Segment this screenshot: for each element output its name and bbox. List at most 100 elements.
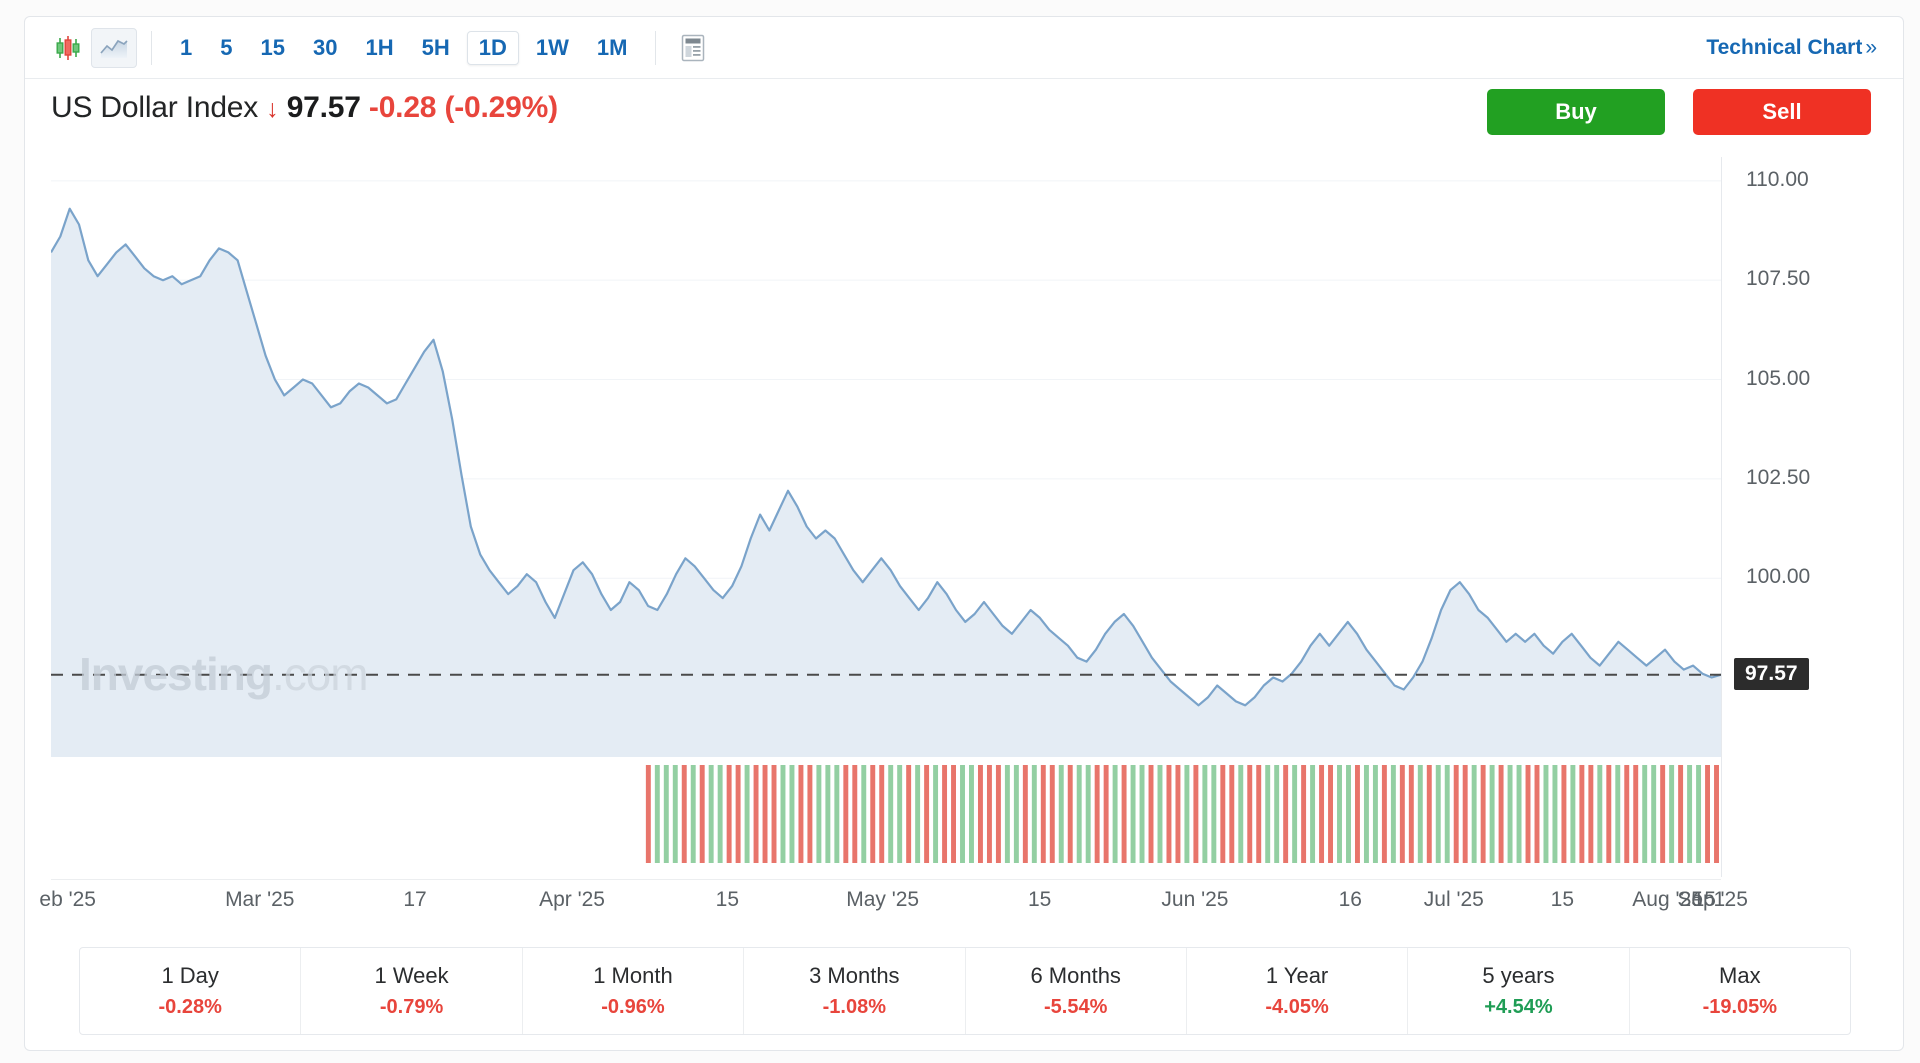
volume-bar: [1498, 765, 1504, 863]
volume-bar: [1534, 765, 1540, 863]
volume-bar: [1274, 765, 1280, 863]
x-axis-tick: 1: [1713, 888, 1726, 911]
performance-period-label: 3 Months: [809, 963, 900, 988]
timeframe-30[interactable]: 30: [312, 34, 338, 60]
line-chart-icon[interactable]: [91, 27, 137, 68]
volume-bar: [1687, 765, 1693, 863]
price-change: -0.28: [368, 91, 437, 124]
volume-bar: [663, 765, 669, 863]
x-axis-tick: 16: [1338, 888, 1362, 911]
volume-bar: [888, 765, 894, 863]
x-axis-tick: 17: [403, 888, 427, 911]
volume-bar: [753, 765, 759, 863]
x-axis: eb '25 Mar '25 17 Apr '25 15 May '25 15 Jun '25…: [39, 879, 1748, 919]
volume-bar: [1561, 765, 1567, 863]
volume-bar: [1337, 765, 1342, 863]
performance-cell[interactable]: 5 years +4.54%: [1408, 948, 1630, 1034]
volume-bar: [1570, 765, 1576, 863]
performance-cell[interactable]: Max -19.05%: [1630, 948, 1850, 1034]
volume-bar: [879, 765, 885, 863]
volume-bar: [1148, 765, 1154, 863]
volume-bar: [672, 765, 678, 863]
performance-cell[interactable]: 1 Week -0.79%: [301, 948, 523, 1034]
volume-bar: [1112, 765, 1118, 863]
volume-bar: [1669, 765, 1675, 863]
volume-bar: [1516, 765, 1522, 863]
timeframe-5[interactable]: 5: [220, 34, 233, 60]
buy-button[interactable]: Buy: [1487, 89, 1665, 135]
y-axis-tick: 100.00: [1746, 565, 1811, 589]
timeframe-1m[interactable]: 1M: [596, 34, 628, 60]
timeframe-1[interactable]: 1: [180, 34, 193, 60]
volume-bar: [834, 765, 840, 863]
volume-bar: [1283, 765, 1289, 863]
volume-bar: [708, 765, 714, 863]
volume-bar: [1049, 765, 1055, 863]
volume-bar: [1058, 765, 1064, 863]
timeframe-1w[interactable]: 1W: [535, 34, 569, 60]
performance-value: +4.54%: [1484, 996, 1553, 1018]
volume-bar: [1121, 765, 1127, 863]
x-axis-tick: Mar '25: [225, 888, 295, 911]
volume-bar: [1453, 765, 1459, 863]
x-axis-tick: Aug '25: [1632, 888, 1703, 911]
y-axis-tick: 102.50: [1746, 465, 1811, 489]
volume-bar: [1229, 765, 1235, 863]
technical-chart-chevron-icon: »: [1865, 35, 1877, 59]
performance-cell[interactable]: 3 Months -1.08%: [744, 948, 966, 1034]
performance-value: -5.54%: [1044, 996, 1108, 1018]
performance-value: -19.05%: [1702, 996, 1778, 1018]
volume-bar: [1067, 765, 1073, 863]
volume-bar: [1660, 765, 1666, 863]
performance-period-label: 5 years: [1482, 963, 1555, 988]
sell-button[interactable]: Sell: [1693, 89, 1871, 135]
timeframe-5h[interactable]: 5H: [421, 34, 450, 60]
performance-cell[interactable]: 1 Day -0.28%: [80, 948, 302, 1034]
volume-bar: [1265, 765, 1271, 863]
performance-period-label: 1 Month: [593, 963, 673, 988]
volume-bar: [1399, 765, 1405, 863]
candlestick-icon[interactable]: [45, 28, 91, 68]
volume-bar: [1426, 765, 1432, 863]
volume-bar: [1157, 765, 1163, 863]
technical-chart-link[interactable]: Technical Chart»: [1706, 36, 1877, 60]
volume-bar: [699, 765, 705, 863]
performance-period-label: 1 Week: [374, 963, 449, 988]
volume-bar: [1588, 765, 1594, 863]
performance-cell[interactable]: 6 Months -5.54%: [966, 948, 1187, 1034]
chart-toolbar: 1 5 15 30 1H 5H 1D 1W 1M Tech: [25, 17, 1903, 79]
y-axis: 110.00 107.50 105.00 102.50 100.00 97.57: [1721, 157, 1877, 877]
volume-bar: [933, 765, 939, 863]
direction-arrow-icon: ↓: [266, 95, 279, 123]
performance-period-label: 1 Day: [161, 963, 219, 988]
technical-chart-label: Technical Chart: [1706, 35, 1863, 59]
volume-bar: [1642, 765, 1648, 863]
y-axis-tick: 107.50: [1746, 267, 1811, 291]
volume-bar: [960, 765, 965, 863]
performance-value: -4.05%: [1265, 996, 1329, 1018]
volume-bar: [924, 765, 930, 863]
volume-bar: [1471, 765, 1477, 863]
y-axis-tick: 105.00: [1746, 366, 1811, 390]
volume-bar: [1489, 765, 1495, 863]
performance-period-label: 1 Year: [1265, 963, 1329, 988]
volume-bar: [1166, 765, 1172, 863]
volume-bar: [1417, 765, 1423, 863]
timeframe-15[interactable]: 15: [260, 34, 285, 60]
timeframe-1d[interactable]: 1D: [466, 30, 519, 65]
quote-summary: US Dollar Index ↓ 97.57 -0.28 (-0.29%): [51, 91, 558, 125]
news-panel-icon[interactable]: [670, 28, 716, 68]
price-area-fill: [51, 208, 1721, 757]
price-plot[interactable]: [51, 157, 1721, 757]
x-axis-tick: Apr '25: [539, 888, 605, 911]
volume-bar: [1615, 765, 1621, 863]
volume-bar: [789, 765, 795, 863]
performance-cell[interactable]: 1 Month -0.96%: [523, 948, 745, 1034]
timeframe-1h[interactable]: 1H: [365, 34, 394, 60]
x-axis-tick: eb '25: [39, 888, 96, 911]
volume-bar: [969, 765, 974, 863]
volume-bar: [1705, 765, 1711, 863]
volume-bar: [807, 765, 813, 863]
performance-cell[interactable]: 1 Year -4.05%: [1187, 948, 1409, 1034]
